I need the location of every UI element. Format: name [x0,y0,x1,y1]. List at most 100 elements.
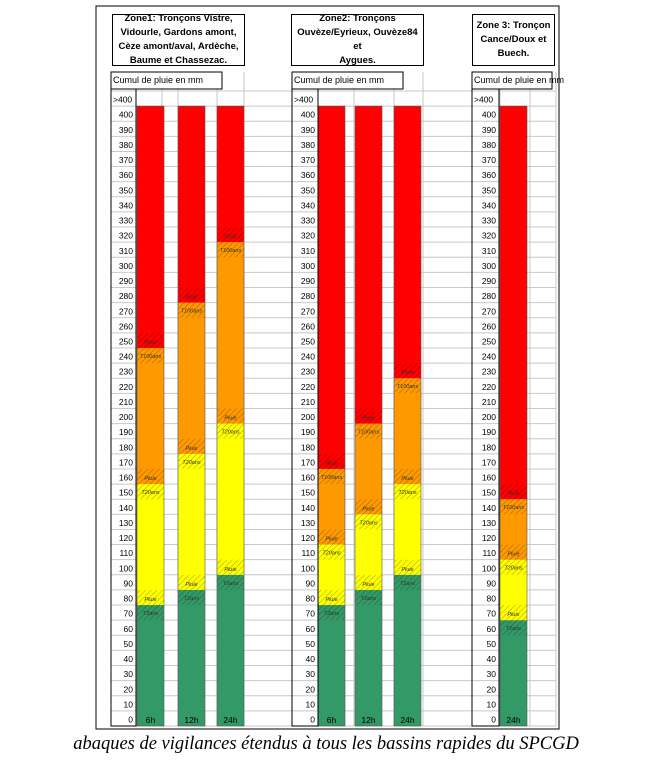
threshold-label-period: T20ans [359,520,378,526]
y-tick-label: 310 [301,246,315,256]
y-tick-label: 200 [119,412,133,422]
zone1-title-line: Zone1: Tronçons Vistre, [124,13,233,24]
bar-outline [354,105,383,727]
zone1-title-line: Cèze amont/aval, Ardèche, [118,41,239,52]
zone3-title: Zone 3: Tronçon Cance/Doux et Buech. [472,14,555,66]
zone2-title-line: Zone2: Tronçons [319,13,396,24]
y-tick-label: 290 [301,276,315,286]
threshold-label-pluie: Pluie [507,612,519,618]
y-tick-label: 170 [301,457,315,467]
threshold-band [394,468,421,500]
y-tick-label: 270 [482,306,496,316]
bar-segment-green [217,574,244,726]
y-tick-label: 220 [119,382,133,392]
bar-segment-green [137,605,164,726]
threshold-band [355,574,382,606]
threshold-label-pluie: Pluie [362,582,374,588]
y-tick-label: 370 [482,155,496,165]
y-tick-label: 340 [301,200,315,210]
y-tick-label: 320 [482,231,496,241]
y-tick-label: 190 [119,427,133,437]
x-category-label: 24h [506,715,520,725]
y-tick-label: 310 [119,246,133,256]
y-tick-label: 250 [482,337,496,347]
zone3-title-line: Buech. [497,48,530,59]
threshold-label-period: T20ans [221,430,240,436]
y-tick-label: 10 [124,699,134,709]
threshold-label-period: T20ans [182,460,201,466]
y-tick-label: 160 [119,473,133,483]
threshold-label-pluie: Pluie [144,597,156,603]
y-tick-label: 70 [487,609,497,619]
threshold-label-period: T2ans [324,611,340,617]
y-tick-label: 280 [119,291,133,301]
threshold-label-pluie: Pluie [144,340,156,346]
y-tick-label: 30 [487,669,497,679]
x-category-label: 12h [361,715,375,725]
y-tick-label: 270 [119,306,133,316]
x-category-label: 6h [146,715,156,725]
ylabel-box [471,71,553,90]
threshold-label-pluie: Pluie [325,461,337,467]
bar-segment-red [500,106,527,500]
y-tick-label: 60 [487,624,497,634]
threshold-label-pluie: Pluie [507,491,519,497]
y-tick-label: 170 [119,457,133,467]
figure-caption: abaques de vigilances étendus à tous les… [73,734,579,754]
y-tick-label: 350 [301,185,315,195]
y-tick-label: 60 [124,624,134,634]
y-tick-label: 260 [482,321,496,331]
threshold-label-pluie: Pluie [401,476,413,482]
threshold-label-period: T2ans [361,596,377,602]
bar-segment-yellow [137,484,164,606]
y-tick-label: 80 [487,594,497,604]
bar-segment-yellow [178,453,205,590]
bar-outline [393,105,422,727]
y-tick-label: 70 [124,609,134,619]
y-tick-label: 140 [482,503,496,513]
threshold-band [178,438,205,469]
threshold-label-period: T100ans [220,248,242,254]
y-tick-label: 300 [119,261,133,271]
y-tick-label: 380 [301,140,315,150]
threshold-label-pluie: Pluie [144,476,156,482]
threshold-label-pluie: Pluie [362,506,374,512]
zone3-title-line: Zone 3: Tronçon [476,20,551,31]
bar-segment-orange [178,302,205,454]
bar-segment-yellow [217,423,244,575]
threshold-band [217,408,244,439]
bar-segment-red [355,106,382,424]
bar-segment-green [178,589,205,726]
y-tick-label: 340 [482,200,496,210]
y-tick-label: 110 [482,548,496,558]
y-tick-label: 80 [306,594,316,604]
threshold-band [318,529,345,560]
y-tick-label: 120 [482,533,496,543]
threshold-band [217,559,244,590]
x-category-label: 24h [400,715,414,725]
y-tick-label: 370 [301,155,315,165]
y-tick-label: 130 [301,518,315,528]
y-tick-label: 120 [301,533,315,543]
y-tick-label: 160 [301,473,315,483]
bar-outline [136,105,165,727]
threshold-band [394,363,421,394]
y-tick-label: 50 [306,639,316,649]
zone1-title-line: Vidourle, Gardons amont, [120,27,237,38]
threshold-label-pluie: Pluie [401,567,413,573]
y-tick-label: 80 [124,594,134,604]
y-tick-label: 290 [482,276,496,286]
y-tick-label: >400 [113,95,132,105]
bar-segment-orange [217,242,244,424]
y-tick-label: 200 [482,412,496,422]
threshold-band [137,468,164,500]
threshold-label-pluie: Pluie [185,446,197,452]
y-tick-label: 100 [482,563,496,573]
y-tick-label: 30 [124,669,134,679]
y-tick-label: 130 [119,518,133,528]
threshold-label-period: T100ans [503,505,525,511]
bar-segment-green [318,605,345,726]
y-tick-label: 290 [119,276,133,286]
zone2-title-line: Ouvèze/Eyrieux, Ouvèze84 et [297,27,418,52]
